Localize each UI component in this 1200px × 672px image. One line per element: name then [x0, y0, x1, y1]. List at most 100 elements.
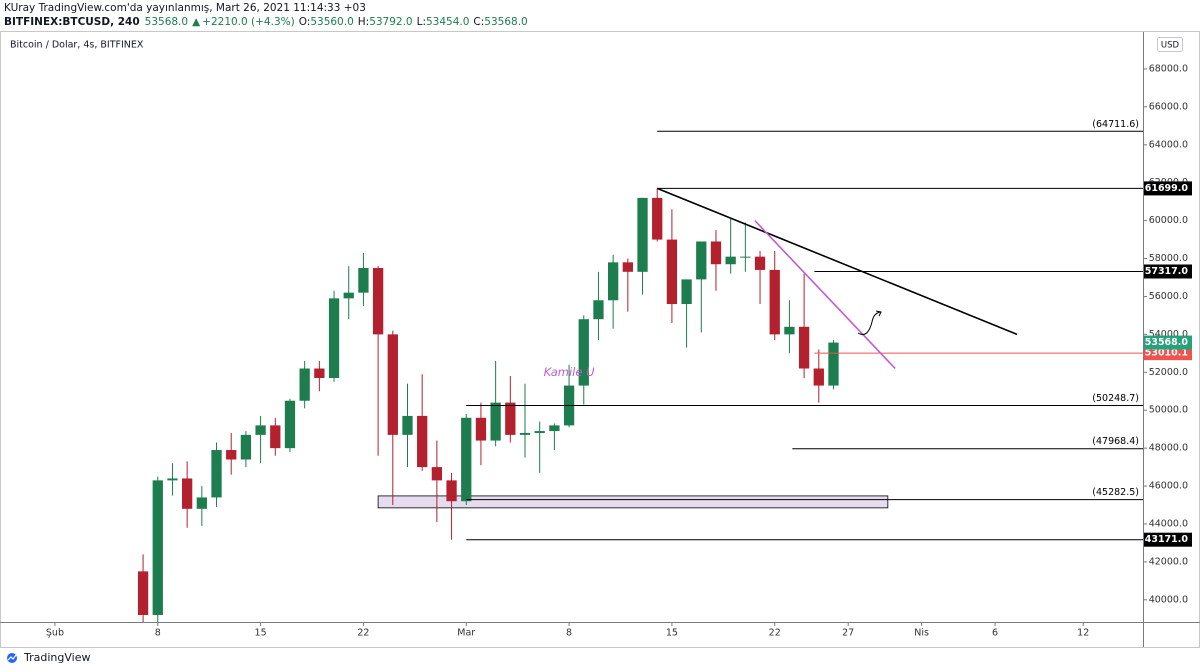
plot-area: [137, 130, 1143, 622]
candle-body: [137, 571, 149, 615]
y-tick-label: 68000.0: [1149, 63, 1188, 74]
trend-line: [656, 187, 1018, 336]
candle-body: [182, 478, 193, 509]
axis-badge: [1144, 532, 1192, 547]
ohlc-value: 53454.0: [426, 16, 469, 28]
symbol: BITFINEX:BTCUSD, 240: [4, 16, 140, 28]
x-tick-label: 15: [666, 628, 678, 639]
candle-body: [372, 268, 384, 335]
level-label: (50248.7): [1092, 393, 1139, 404]
y-tick-label: 66000.0: [1149, 101, 1188, 112]
x-tick-label: Şub: [46, 628, 64, 639]
candle-body: [431, 467, 443, 481]
x-tick-label: 15: [255, 628, 267, 639]
candle-body: [270, 425, 281, 449]
candle-body: [813, 368, 824, 386]
x-tick-label: 22: [357, 628, 369, 639]
candle-body: [637, 197, 648, 272]
candle-body: [828, 342, 839, 386]
ohlc-value: 53568.0: [484, 16, 527, 28]
candle-body: [358, 268, 369, 293]
candle-body: [754, 256, 766, 270]
ohlc-key: L:: [417, 16, 426, 28]
candle-body: [196, 497, 207, 509]
ohlc-value: 53792.0: [369, 16, 412, 28]
axis-badge-label: 43171.0: [1145, 534, 1189, 545]
candle-body: [696, 241, 707, 280]
candle-body: [740, 256, 751, 258]
candle-body: [798, 326, 810, 369]
candle-body: [549, 425, 560, 432]
y-tick-label: 48000.0: [1149, 443, 1188, 454]
candle-body: [622, 262, 633, 272]
level-label-bg: [1097, 392, 1141, 404]
candle-body: [284, 400, 296, 449]
level-label: (45282.5): [1092, 487, 1139, 498]
candle-body: [211, 450, 222, 498]
y-tick-label: 42000.0: [1149, 556, 1188, 567]
x-tick-label: 8: [566, 628, 572, 639]
candle-body: [255, 425, 266, 435]
x-tick-label: 8: [155, 628, 161, 639]
zone: [377, 495, 889, 509]
footer-logo: [7, 653, 17, 663]
candle-body: [417, 415, 428, 468]
currency-box[interactable]: [1157, 37, 1183, 52]
price: 53568.0: [145, 16, 188, 28]
direction: ▲: [192, 16, 201, 28]
axis-badge-label: 57317.0: [1145, 266, 1189, 277]
candle-body: [505, 402, 516, 435]
candle-body: [534, 431, 545, 433]
level-label-bg: [1097, 435, 1141, 447]
candle-body: [608, 262, 619, 301]
y-tick-label: 40000.0: [1149, 594, 1188, 605]
x-tick-label: 12: [1077, 628, 1089, 639]
y-tick-label: 54000.0: [1149, 329, 1188, 340]
last-price-label: 53568.0: [1145, 337, 1189, 348]
x-tick-label: 6: [992, 628, 998, 639]
ohlc-value: 53560.0: [310, 16, 353, 28]
axis-badge-label: 61699.0: [1145, 183, 1189, 194]
y-tick-label: 50000.0: [1149, 405, 1188, 416]
ohlc-key: H:: [358, 16, 369, 28]
candle-body: [519, 432, 531, 435]
candle-body: [710, 241, 722, 265]
candle-body: [461, 417, 472, 502]
candle-body: [769, 269, 780, 335]
x-tick-label: 27: [842, 628, 854, 639]
y-tick-label: 44000.0: [1149, 518, 1188, 529]
currency: USD: [1161, 41, 1180, 51]
candle-body: [328, 298, 340, 378]
footer-brand: TradingView: [23, 651, 90, 664]
publish-info: KUray TradingView.com'da yayınlanmış, Ma…: [4, 2, 366, 14]
y-tick-label: 60000.0: [1149, 215, 1188, 226]
axis-badge: [1144, 346, 1192, 361]
candle-body: [681, 279, 692, 305]
y-tick-label: 64000.0: [1149, 139, 1188, 150]
axis-badge: [1144, 264, 1192, 279]
candle-body: [240, 434, 252, 460]
candle-body: [593, 300, 604, 320]
ohlc-key: O:: [299, 16, 311, 28]
y-tick-label: 52000.0: [1149, 367, 1188, 378]
candle-body: [578, 319, 589, 386]
candle-body: [314, 368, 325, 378]
arrow-annotation: [857, 310, 882, 336]
level-label-bg: [1097, 118, 1141, 130]
level-label: (47968.4): [1092, 436, 1139, 447]
axis-badge-label: 53010.1: [1145, 348, 1188, 359]
candle-body: [152, 480, 163, 615]
chart-title: Bitcoin / Dolar, 4s, BITFINEX: [10, 40, 144, 51]
candle-body: [475, 417, 487, 441]
last-price-badge: [1144, 335, 1192, 350]
y-tick-label: 46000.0: [1149, 481, 1188, 492]
symbol-line: BITFINEX:BTCUSD, 240 53568.0 ▲ +2210.0 (+4.…: [4, 16, 528, 28]
level-label-bg: [1097, 486, 1141, 498]
ohlc-key: C:: [473, 16, 484, 28]
axis-badge: [1144, 181, 1192, 196]
y-tick-label: 56000.0: [1149, 291, 1188, 302]
x-tick-label: Mar: [457, 628, 475, 639]
candle-body: [387, 334, 398, 435]
candle-body: [652, 197, 663, 240]
